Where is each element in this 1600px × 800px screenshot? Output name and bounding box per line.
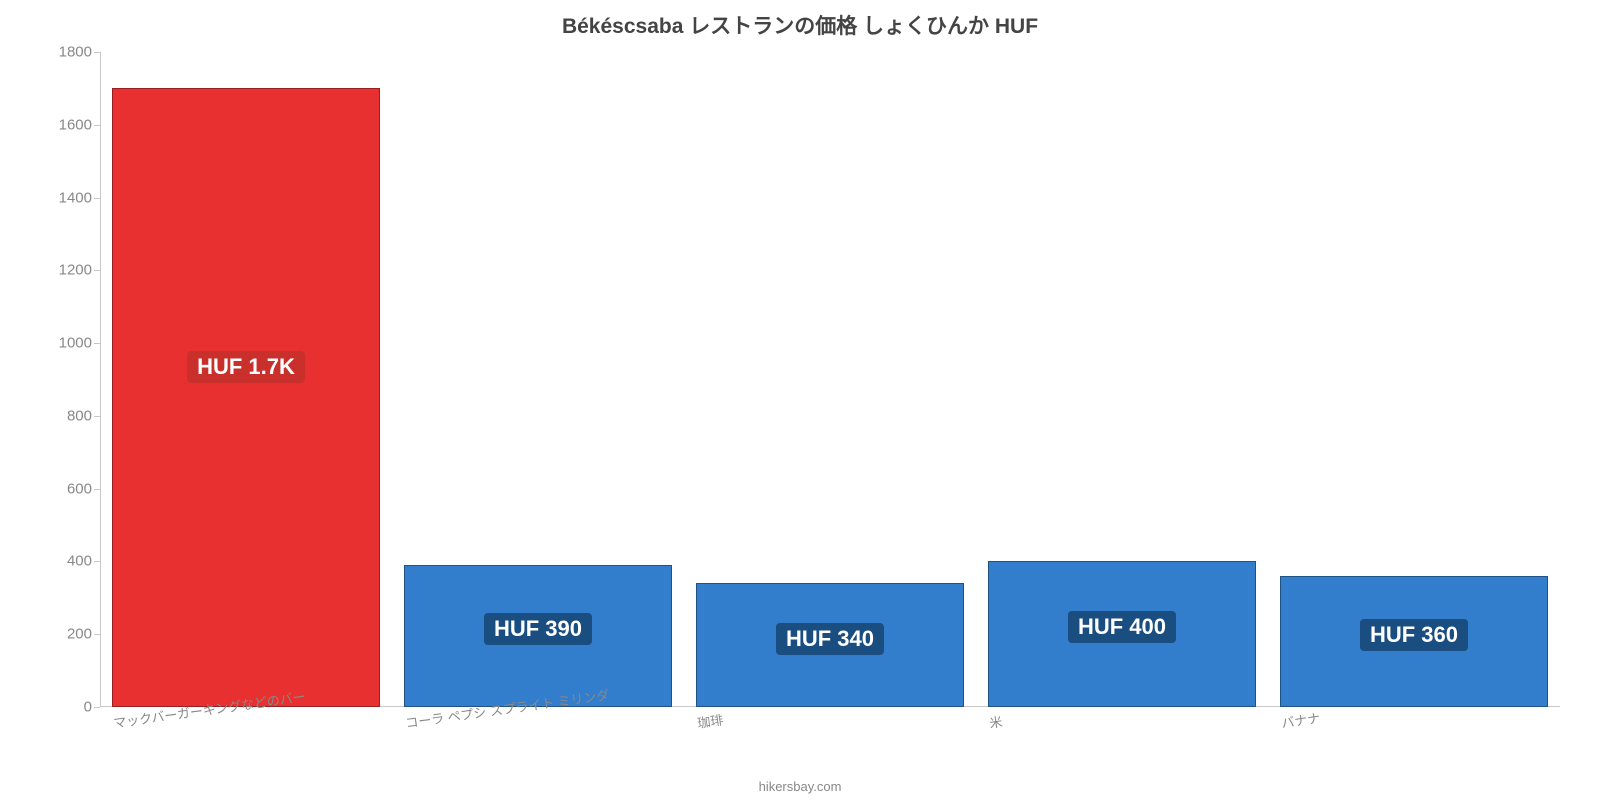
plot-area: 020040060080010001200140016001800HUF 1.7…: [100, 52, 1560, 707]
x-tick-label: バナナ: [1280, 708, 1321, 732]
y-tick-mark: [94, 634, 100, 635]
bar-value-label: HUF 390: [484, 613, 592, 645]
bar-value-label: HUF 400: [1068, 611, 1176, 643]
x-tick-label: 米: [988, 711, 1004, 732]
chart-credit: hikersbay.com: [0, 779, 1600, 794]
y-axis-line: [100, 52, 101, 707]
bar-value-label: HUF 1.7K: [187, 351, 305, 383]
y-tick-mark: [94, 125, 100, 126]
y-tick-mark: [94, 343, 100, 344]
y-tick-mark: [94, 489, 100, 490]
chart-title: Békéscsaba レストランの価格 しょくひんか HUF: [0, 10, 1600, 40]
y-tick-mark: [94, 198, 100, 199]
bar: [112, 88, 381, 707]
y-tick-mark: [94, 52, 100, 53]
y-tick-mark: [94, 416, 100, 417]
bar-value-label: HUF 340: [776, 623, 884, 655]
y-tick-mark: [94, 270, 100, 271]
x-tick-label: 珈琲: [696, 709, 724, 731]
y-tick-mark: [94, 561, 100, 562]
y-tick-mark: [94, 707, 100, 708]
chart-container: Békéscsaba レストランの価格 しょくひんか HUF 020040060…: [0, 0, 1600, 800]
bar-value-label: HUF 360: [1360, 619, 1468, 651]
